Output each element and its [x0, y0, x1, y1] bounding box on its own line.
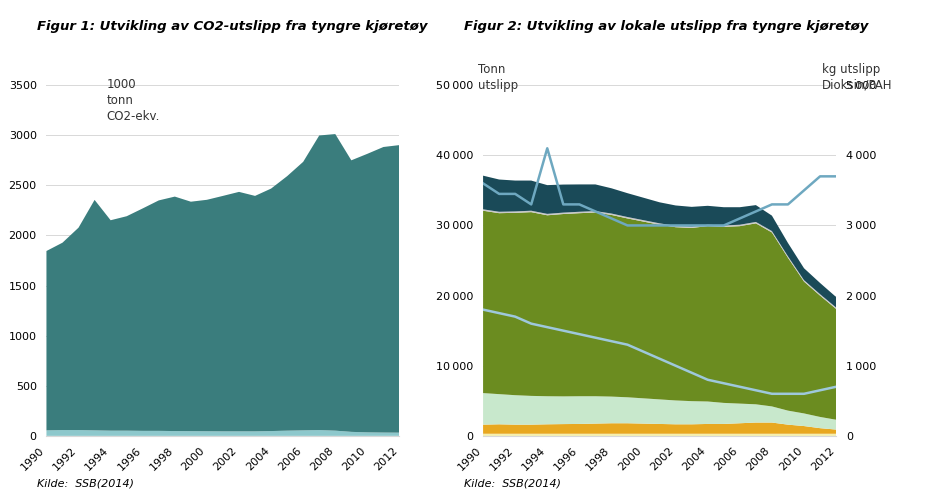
Text: Kilde:  SSB(2014): Kilde: SSB(2014) — [464, 478, 561, 488]
Text: Figur 2: Utvikling av lokale utslipp fra tyngre kjøretøy: Figur 2: Utvikling av lokale utslipp fra… — [464, 20, 868, 33]
Text: kg utslipp
Dioksin/PAH: kg utslipp Dioksin/PAH — [821, 63, 892, 92]
Text: 1000
tonn
CO2-ekv.: 1000 tonn CO2-ekv. — [107, 78, 160, 123]
Text: Kilde:  SSB(2014): Kilde: SSB(2014) — [37, 478, 134, 488]
Text: Tonn
utslipp: Tonn utslipp — [478, 63, 518, 92]
Text: Figur 1: Utvikling av CO2-utslipp fra tyngre kjøretøy: Figur 1: Utvikling av CO2-utslipp fra ty… — [37, 20, 427, 33]
